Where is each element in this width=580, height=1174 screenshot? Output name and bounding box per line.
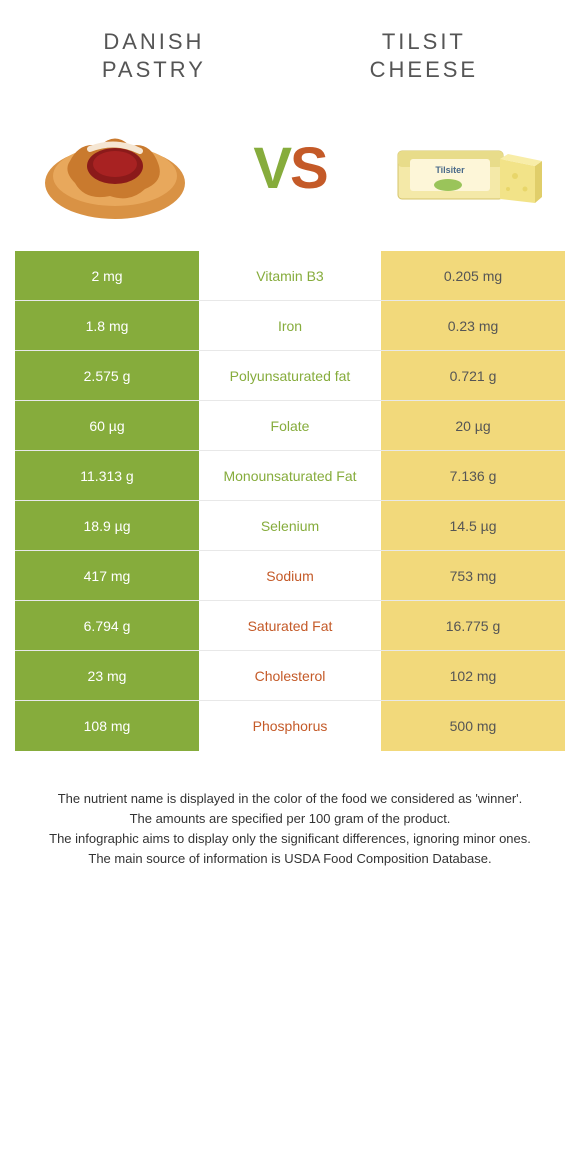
cheese-image: Tilsiter	[375, 108, 555, 228]
nutrient-label: Folate	[200, 401, 380, 450]
nutrient-row: 6.794 gSaturated Fat16.775 g	[15, 601, 565, 651]
footer-line: The amounts are specified per 100 gram o…	[30, 809, 550, 829]
nutrient-label: Cholesterol	[200, 651, 380, 700]
nutrient-label: Polyunsaturated fat	[200, 351, 380, 400]
nutrient-label: Monounsaturated Fat	[200, 451, 380, 500]
value-left: 18.9 µg	[15, 501, 200, 550]
value-left: 2.575 g	[15, 351, 200, 400]
food-title-left: DANISHPASTRY	[102, 28, 206, 83]
value-right: 14.5 µg	[380, 501, 565, 550]
food-title-right: TILSITCHEESE	[370, 28, 478, 83]
nutrient-label: Saturated Fat	[200, 601, 380, 650]
value-right: 7.136 g	[380, 451, 565, 500]
footer-line: The main source of information is USDA F…	[30, 849, 550, 869]
value-left: 60 µg	[15, 401, 200, 450]
nutrient-row: 108 mgPhosphorus500 mg	[15, 701, 565, 751]
value-right: 0.205 mg	[380, 251, 565, 300]
value-left: 417 mg	[15, 551, 200, 600]
nutrient-row: 23 mgCholesterol102 mg	[15, 651, 565, 701]
nutrient-row: 2 mgVitamin B30.205 mg	[15, 251, 565, 301]
nutrient-label: Phosphorus	[200, 701, 380, 751]
vs-s: S	[290, 136, 327, 201]
value-right: 0.23 mg	[380, 301, 565, 350]
svg-text:Tilsiter: Tilsiter	[435, 165, 465, 175]
vs-v: V	[253, 136, 290, 201]
nutrient-label: Sodium	[200, 551, 380, 600]
value-right: 102 mg	[380, 651, 565, 700]
value-left: 108 mg	[15, 701, 200, 751]
value-right: 753 mg	[380, 551, 565, 600]
nutrient-row: 18.9 µgSelenium14.5 µg	[15, 501, 565, 551]
nutrient-row: 2.575 gPolyunsaturated fat0.721 g	[15, 351, 565, 401]
value-left: 23 mg	[15, 651, 200, 700]
value-right: 500 mg	[380, 701, 565, 751]
nutrient-row: 60 µgFolate20 µg	[15, 401, 565, 451]
comparison-infographic: DANISHPASTRY TILSITCHEESE VS Tilsiter	[0, 0, 580, 870]
nutrient-label: Iron	[200, 301, 380, 350]
value-left: 11.313 g	[15, 451, 200, 500]
nutrient-row: 417 mgSodium753 mg	[15, 551, 565, 601]
nutrient-label: Selenium	[200, 501, 380, 550]
value-left: 6.794 g	[15, 601, 200, 650]
nutrient-row: 11.313 gMonounsaturated Fat7.136 g	[15, 451, 565, 501]
pastry-image	[25, 108, 205, 228]
footer-line: The nutrient name is displayed in the co…	[30, 789, 550, 809]
footer-notes: The nutrient name is displayed in the co…	[30, 789, 550, 870]
value-left: 2 mg	[15, 251, 200, 300]
header: DANISHPASTRY TILSITCHEESE	[0, 0, 580, 108]
value-right: 20 µg	[380, 401, 565, 450]
footer-line: The infographic aims to display only the…	[30, 829, 550, 849]
value-right: 16.775 g	[380, 601, 565, 650]
images-row: VS Tilsiter	[0, 108, 580, 243]
value-right: 0.721 g	[380, 351, 565, 400]
value-left: 1.8 mg	[15, 301, 200, 350]
nutrient-label: Vitamin B3	[200, 251, 380, 300]
nutrient-row: 1.8 mgIron0.23 mg	[15, 301, 565, 351]
nutrient-table: 2 mgVitamin B30.205 mg1.8 mgIron0.23 mg2…	[15, 251, 565, 751]
vs-label: VS	[253, 135, 326, 202]
